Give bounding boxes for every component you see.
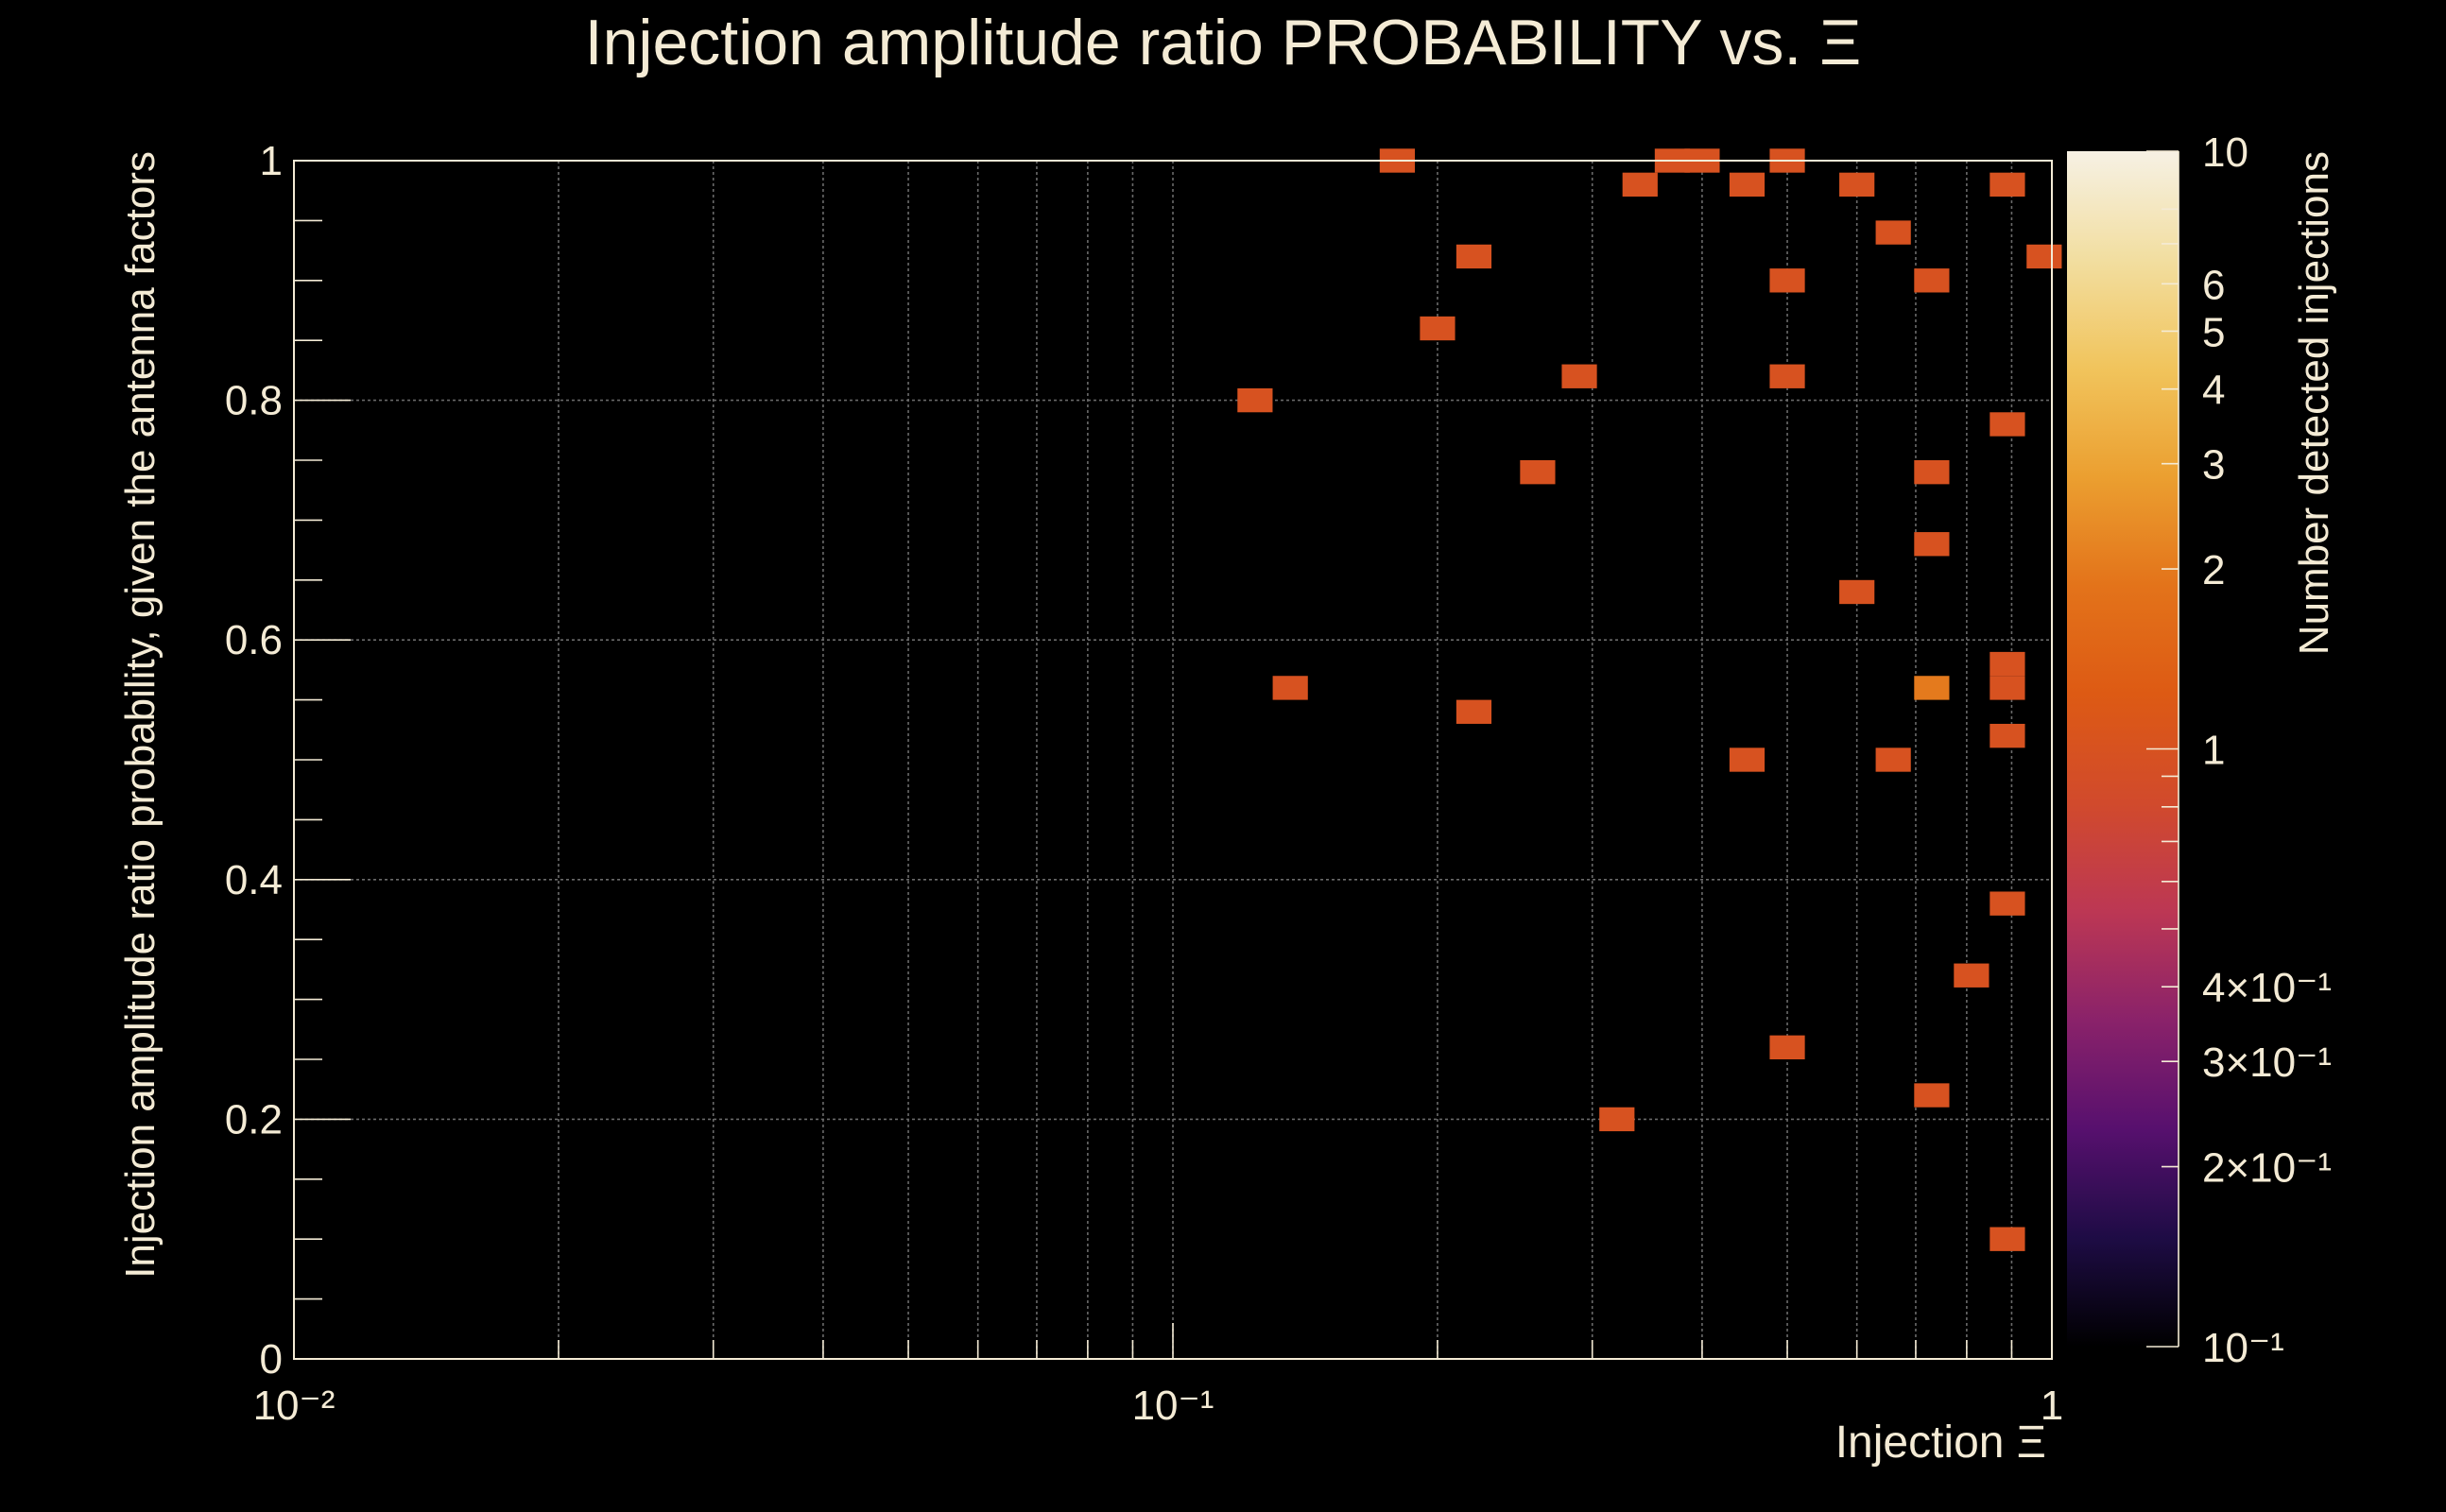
heatmap-bin xyxy=(1272,676,1308,700)
heatmap-bin xyxy=(1990,651,2025,677)
heatmap-bin xyxy=(1456,244,1492,269)
colorbar-tick-label: 2×10⁻¹ xyxy=(2202,1145,2332,1192)
heatmap-bin xyxy=(1875,747,1911,772)
x-tick-label: 1 xyxy=(2041,1383,2063,1429)
heatmap-bin xyxy=(1914,532,1950,557)
colorbar-tick-label: 6 xyxy=(2202,262,2225,308)
heatmap-bin xyxy=(1456,699,1492,724)
heatmap-bin xyxy=(1839,172,1875,198)
heatmap-bin xyxy=(1954,963,1990,988)
colorbar-tick-label: 1 xyxy=(2202,728,2225,774)
heatmap-bin xyxy=(1990,412,2025,437)
chart-title: Injection amplitude ratio PROBABILITY vs… xyxy=(585,7,1862,78)
heatmap-bin xyxy=(1914,460,1950,485)
heatmap-bin xyxy=(1622,172,1658,198)
colorbar-tick-label: 5 xyxy=(2202,309,2225,355)
colorbar-tick-label: 2 xyxy=(2202,547,2225,593)
y-axis-label: Injection amplitude ratio probability, g… xyxy=(117,151,164,1279)
colorbar-tick-label: 4×10⁻¹ xyxy=(2202,965,2332,1011)
y-tick-label: 0.6 xyxy=(225,617,283,663)
colorbar-tick-label: 4 xyxy=(2202,368,2225,414)
heatmap-bin xyxy=(1914,268,1950,293)
heatmap-bin xyxy=(1729,172,1766,198)
colorbar-tick-label: 3×10⁻¹ xyxy=(2202,1040,2332,1086)
heatmap-bin xyxy=(1769,268,1805,293)
heatmap-bin xyxy=(1599,1107,1635,1132)
heatmap-bin xyxy=(1875,220,1911,245)
colorbar-tick-label: 3 xyxy=(2202,442,2225,489)
z-axis-label: Number detected injections xyxy=(2291,151,2337,655)
x-tick-label: 10⁻² xyxy=(253,1383,336,1429)
axes: 0 0.2 0.4 0.6 0.8 1 10⁻² 10⁻¹ 1 xyxy=(225,138,2063,1429)
grid xyxy=(294,161,2052,1359)
colorbar-tick-label: 10 xyxy=(2202,129,2248,176)
heatmap-bin xyxy=(1769,1035,1805,1059)
heatmap-bin xyxy=(1990,891,2025,916)
heatmap-bin xyxy=(1839,579,1875,605)
heatmap-bin xyxy=(1990,676,2025,700)
heatmap-bin xyxy=(1520,460,1556,485)
colorbar-tick-label: 10⁻¹ xyxy=(2202,1325,2284,1371)
heatmap-bin xyxy=(1769,364,1805,388)
heatmap-bin xyxy=(1914,676,1950,700)
heatmap-bins xyxy=(1237,148,2062,1251)
colorbar: 10 65 4 3 2 1 4×10⁻¹ 3×10⁻¹ 2×10⁻¹ 10⁻¹ xyxy=(2067,129,2332,1371)
heatmap-bin xyxy=(1990,172,2025,198)
plot-frame xyxy=(293,160,2053,1360)
heatmap-bin xyxy=(1561,364,1597,388)
heatmap-bin xyxy=(1990,1227,2025,1251)
heatmap-bin xyxy=(1420,316,1456,341)
y-tick-label: 0 xyxy=(260,1336,283,1383)
heatmap-bin xyxy=(1990,723,2025,748)
heatmap-bin xyxy=(1729,747,1766,772)
y-tick-label: 0.4 xyxy=(225,857,283,903)
y-tick-label: 0.2 xyxy=(225,1096,283,1143)
heatmap-bin xyxy=(2026,244,2062,269)
heatmap-bin xyxy=(1237,387,1273,413)
x-axis-label: Injection Ξ xyxy=(1835,1418,2046,1468)
x-tick-label: 10⁻¹ xyxy=(1132,1383,1214,1429)
y-tick-label: 0.8 xyxy=(225,378,283,424)
y-tick-label: 1 xyxy=(260,138,283,184)
heatmap-bin xyxy=(1914,1083,1950,1108)
